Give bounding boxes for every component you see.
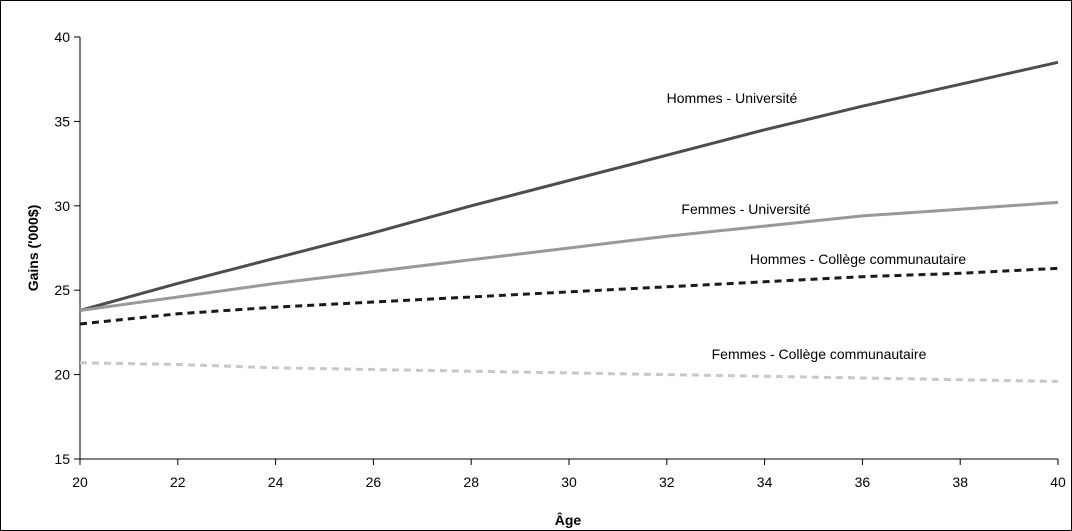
series-label-2: Femmes - Université: [681, 201, 810, 217]
x-tick-label: 22: [170, 474, 186, 490]
series-line-1: [79, 60, 1059, 312]
y-tick-label: 30: [54, 198, 70, 214]
x-tick-label: 34: [757, 474, 773, 490]
y-tick-label: 40: [54, 29, 70, 45]
x-tick-label: 30: [561, 474, 577, 490]
series-line-2: [79, 200, 1059, 312]
y-tick-label: 25: [54, 282, 70, 298]
x-tick-label: 38: [952, 474, 968, 490]
x-tick-label: 24: [268, 474, 284, 490]
y-tick-label: 15: [54, 451, 70, 467]
series-line-3: [79, 266, 1059, 326]
x-tick-label: 40: [1050, 474, 1066, 490]
x-tick-label: 26: [366, 474, 382, 490]
series-label-1: Hommes - Université: [667, 90, 798, 106]
y-tick-label: 20: [54, 367, 70, 383]
x-axis-title: Âge: [555, 511, 582, 528]
series-layer: [79, 60, 1059, 383]
series-labels: Hommes - Université Femmes - Université Ho…: [667, 90, 967, 362]
x-tick-label: 32: [659, 474, 675, 490]
x-tick-label: 36: [855, 474, 871, 490]
x-tick-label: 20: [72, 474, 88, 490]
series-label-4: Femmes - Collège communautaire: [712, 346, 927, 362]
y-axis-title: Gains ('000$): [25, 205, 41, 292]
series-label-3: Hommes - Collège communautaire: [750, 251, 967, 267]
y-tick-label: 35: [54, 113, 70, 129]
x-tick-label: 28: [463, 474, 479, 490]
series-line-4: [79, 361, 1059, 383]
